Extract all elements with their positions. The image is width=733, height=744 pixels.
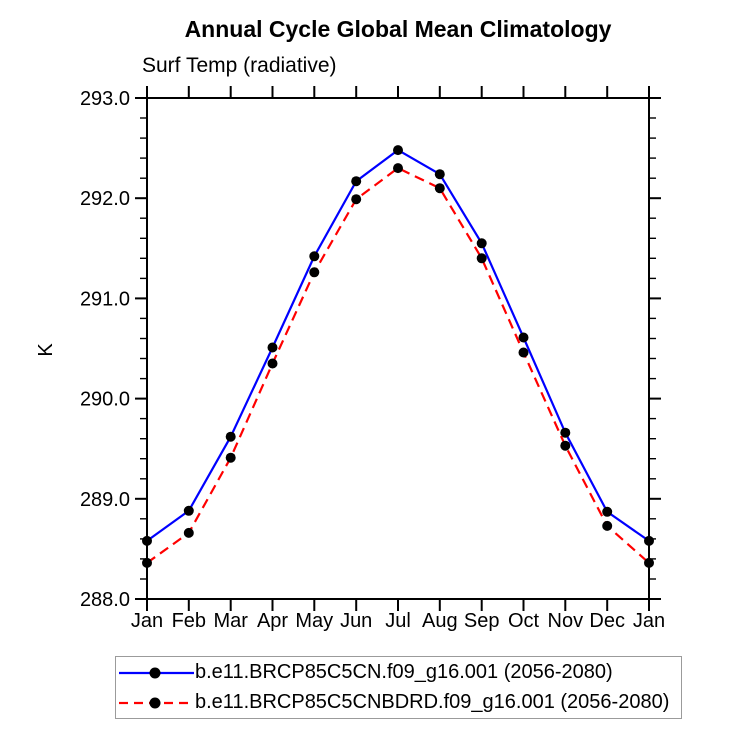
x-tick-label: Dec <box>589 610 625 632</box>
data-point <box>142 557 152 568</box>
y-tick-label: 293.0 <box>80 88 130 110</box>
legend-marker-dot <box>149 667 161 678</box>
data-point <box>309 267 320 278</box>
y-tick-label: 291.0 <box>80 288 130 310</box>
data-point <box>183 527 194 538</box>
chart-title: Annual Cycle Global Mean Climatology <box>184 16 612 42</box>
data-point <box>351 176 362 187</box>
x-tick-label: Feb <box>172 610 206 632</box>
y-tick-label: 289.0 <box>80 489 130 511</box>
plot-area: Jan Feb Mar Apr May Jun Jul Aug Sep Oct Nov Dec Jan 2… <box>35 86 665 632</box>
chart-subtitle: Surf Temp (radiative) <box>142 54 337 77</box>
y-tick-label: 290.0 <box>80 389 130 411</box>
x-tick-label: Jun <box>340 610 372 632</box>
data-point <box>309 251 320 262</box>
data-point <box>518 332 529 343</box>
x-tick-label: Apr <box>257 610 288 632</box>
x-tick-label: Mar <box>213 610 248 632</box>
plot-frame <box>146 97 650 600</box>
data-point <box>225 431 236 442</box>
data-point <box>560 440 571 451</box>
data-point <box>434 183 445 194</box>
x-tick-label: Sep <box>464 610 500 632</box>
data-point <box>183 505 194 516</box>
x-tick-label: Jan <box>633 610 665 632</box>
legend-item: b.e11.BRCP85C5CN.f09_g16.001 (2056-2080) <box>118 658 681 688</box>
data-point <box>142 535 152 546</box>
data-point <box>518 347 529 358</box>
x-tick-label: Aug <box>422 610 458 632</box>
data-point <box>267 358 278 369</box>
data-point <box>267 342 278 353</box>
y-axis-title: K <box>35 343 57 357</box>
x-tick-label: Jan <box>131 610 163 632</box>
data-point <box>225 452 236 463</box>
data-point <box>476 238 487 249</box>
series-line-0 <box>146 148 650 542</box>
legend-line-sample-solid <box>119 667 194 678</box>
data-point <box>351 194 362 205</box>
legend-label: b.e11.BRCP85C5CN.f09_g16.001 (2056-2080) <box>195 661 613 683</box>
data-point <box>644 535 654 546</box>
x-tick-label: Oct <box>508 610 540 632</box>
data-point <box>602 520 613 531</box>
x-tick-label: Nov <box>548 610 584 632</box>
data-point <box>644 557 654 568</box>
series-line-1 <box>146 166 650 564</box>
legend: b.e11.BRCP85C5CN.f09_g16.001 (2056-2080)… <box>115 656 682 719</box>
x-tick-label: Jul <box>385 610 411 632</box>
legend-label: b.e11.BRCP85C5CNBDRD.f09_g16.001 (2056-2… <box>195 691 670 713</box>
data-point <box>393 145 403 156</box>
legend-line-sample-dashed <box>119 697 194 708</box>
y-tick-label: 288.0 <box>80 589 130 611</box>
legend-item: b.e11.BRCP85C5CNBDRD.f09_g16.001 (2056-2… <box>118 688 681 718</box>
data-point <box>560 427 571 438</box>
data-point <box>393 163 403 174</box>
data-point <box>476 253 487 264</box>
y-tick-label: 292.0 <box>80 188 130 210</box>
legend-marker-dot <box>149 697 161 708</box>
data-point <box>434 169 445 180</box>
data-point <box>602 506 613 517</box>
x-tick-label: May <box>295 610 333 632</box>
